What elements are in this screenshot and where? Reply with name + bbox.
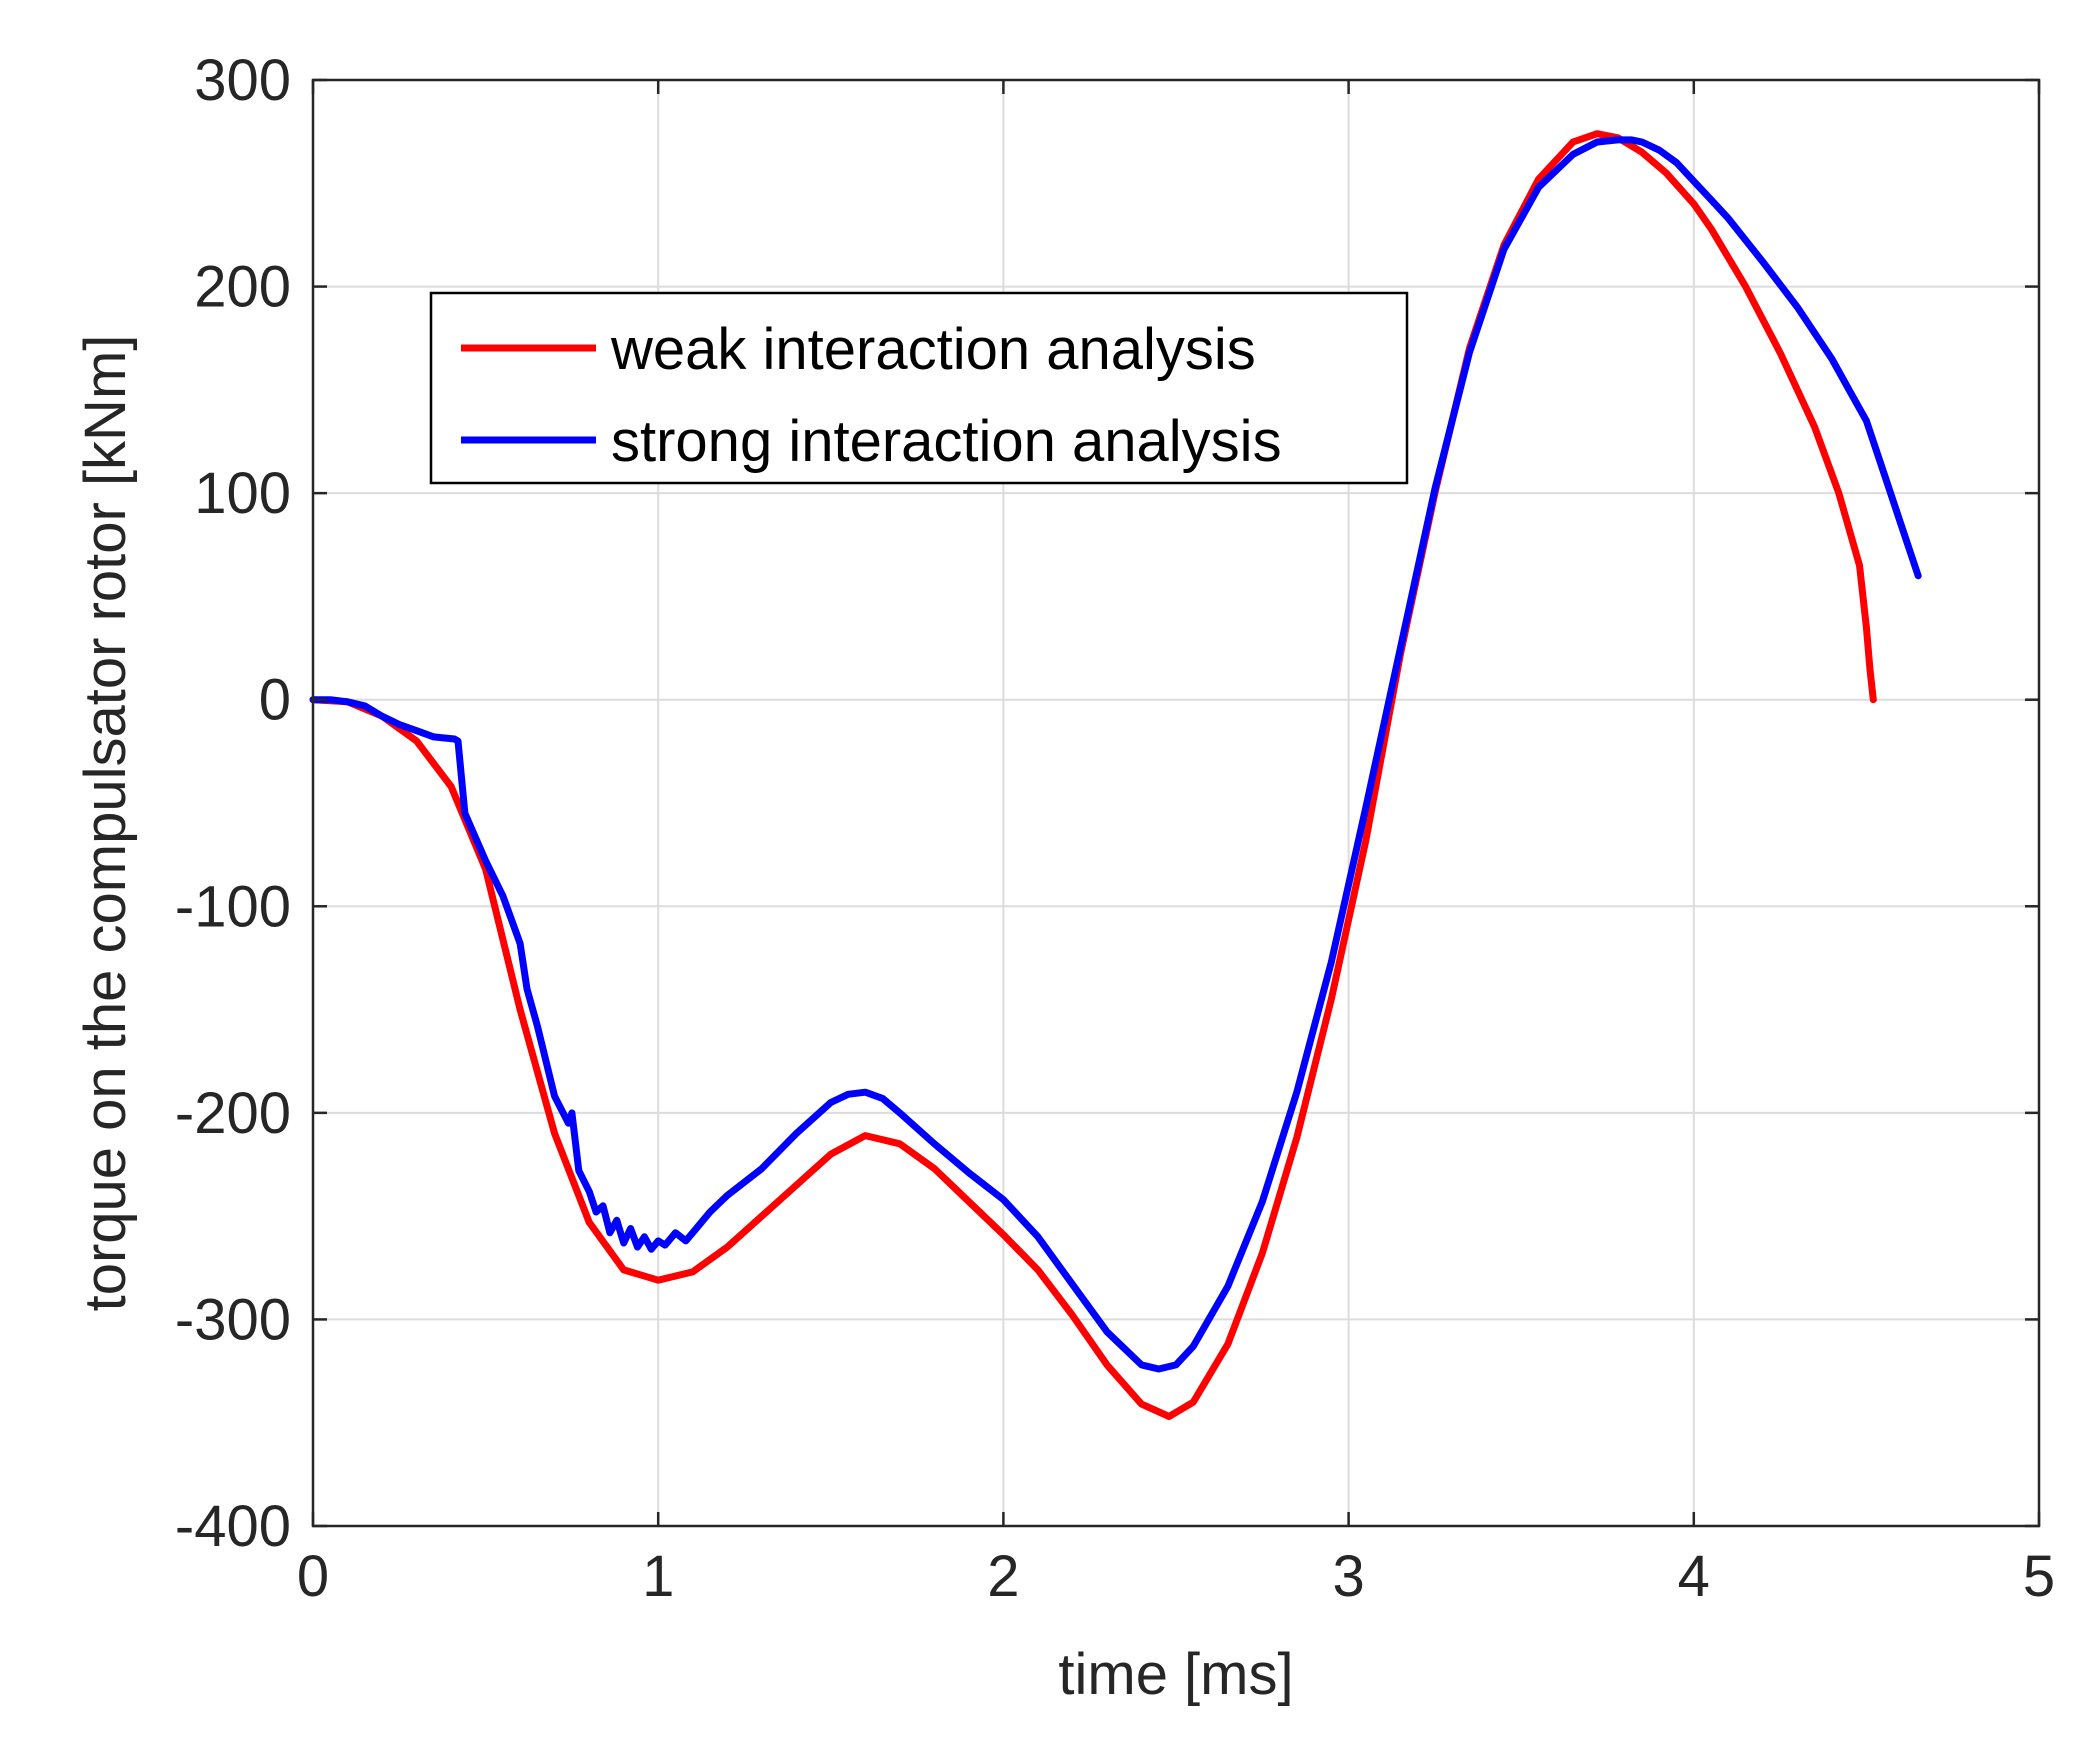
axis-ticks: 0 1 2 3 4 5 -400 -300 -200 -100 0 100 200 300 xyxy=(175,48,2055,1609)
x-tick-label: 3 xyxy=(1332,1544,1364,1609)
y-tick-label: 200 xyxy=(194,255,291,320)
y-tick-label: -400 xyxy=(175,1494,291,1559)
y-tick-label: -300 xyxy=(175,1287,291,1352)
x-tick-label: 2 xyxy=(987,1544,1019,1609)
y-axis-title: torque on the compulsator rotor [kNm] xyxy=(73,335,138,1312)
x-tick-label: 0 xyxy=(297,1544,329,1609)
x-tick-label: 5 xyxy=(2023,1544,2055,1609)
y-tick-label: -200 xyxy=(175,1081,291,1146)
plot-series xyxy=(309,130,1922,1420)
series-line-weak xyxy=(309,130,1877,1420)
x-axis-title: time [ms] xyxy=(1058,1642,1293,1707)
y-tick-label: -100 xyxy=(175,874,291,939)
y-tick-label: 300 xyxy=(194,48,291,113)
y-tick-label: 100 xyxy=(194,461,291,526)
legend: weak interaction analysis strong interac… xyxy=(429,291,1409,485)
x-tick-label: 4 xyxy=(1678,1544,1710,1609)
legend-box xyxy=(429,291,1409,485)
y-tick-label: 0 xyxy=(259,668,291,733)
series-line-strong xyxy=(309,136,1922,1373)
legend-label-strong: strong interaction analysis xyxy=(611,409,1282,474)
legend-label-weak: weak interaction analysis xyxy=(610,317,1256,382)
x-tick-label: 1 xyxy=(642,1544,674,1609)
axes-frame xyxy=(311,78,2041,1528)
